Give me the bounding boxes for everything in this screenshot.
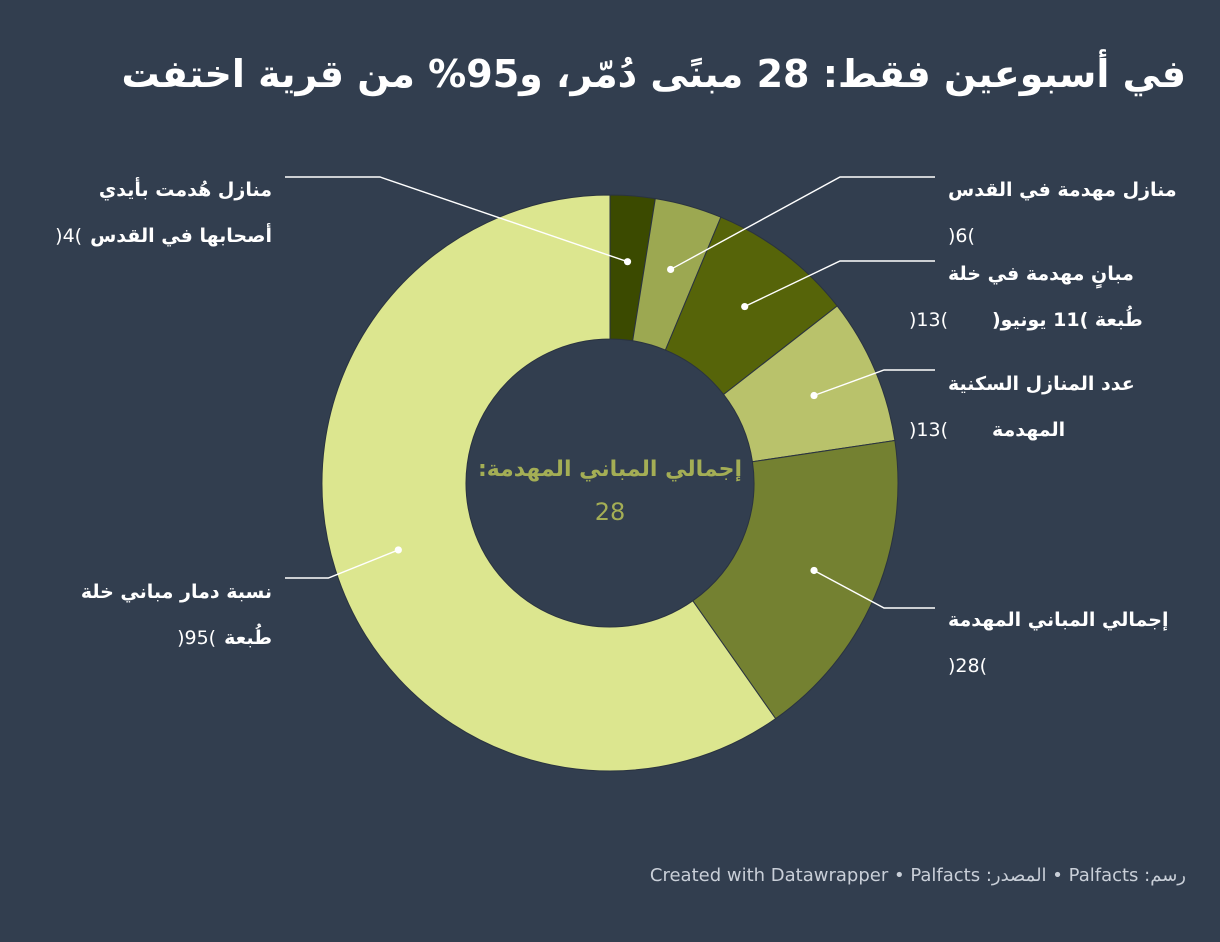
leader-dot-1 <box>623 258 632 266</box>
slice-label-4-line-1: عدد المنازل السكنية <box>948 373 1135 395</box>
slice-label-3-line-2: طُبعة )11 يونيو( <box>992 305 1143 331</box>
donut-slices <box>321 194 899 772</box>
leader-dot-4 <box>810 391 818 400</box>
slice-label-3-line-1: مبانٍ مهدمة في خلة <box>948 263 1134 289</box>
source-label: المصدر: <box>985 865 1047 886</box>
slice-value-1: )4( <box>55 225 82 247</box>
footer-separator-1: • <box>1052 865 1063 886</box>
slice-label-4-line-2: المهدمة <box>992 419 1065 441</box>
slice-value-3: )13( <box>909 309 948 331</box>
slice-value-6: )95( <box>177 627 216 649</box>
created-with: Created with Datawrapper <box>649 865 889 886</box>
center-value: 28 <box>595 498 626 526</box>
center-label: إجمالي المباني المهدمة: <box>478 457 742 482</box>
leader-line-3 <box>744 260 935 308</box>
slice-value-5: )28( <box>948 655 987 677</box>
slice-label-5-line-1: إجمالي المباني المهدمة <box>948 609 1169 631</box>
donut-slice-6 <box>321 194 777 772</box>
slice-value-2: )6( <box>948 225 975 247</box>
leader-dot-5 <box>810 566 818 575</box>
leader-lines <box>285 176 935 609</box>
donut-slice-5 <box>692 439 899 720</box>
leader-line-5 <box>813 569 935 609</box>
slice-label-6-line-2: طُبعة <box>224 623 272 649</box>
credit-label: رسم: <box>1144 865 1186 886</box>
leader-line-2 <box>670 176 935 271</box>
credit-value: Palfacts <box>1068 865 1139 886</box>
leader-dot-6 <box>394 546 402 554</box>
leader-line-1 <box>285 176 628 263</box>
leader-dot-3 <box>741 302 749 311</box>
leader-dot-2 <box>667 265 675 274</box>
footer-separator-2: • <box>893 865 905 886</box>
source-value: Palfacts <box>910 865 981 886</box>
slice-label-1-line-2: أصحابها في القدس <box>90 223 272 247</box>
chart-footer: رسم: Palfacts • المصدر: Created with Dat… <box>650 865 1186 886</box>
leader-line-4 <box>813 369 935 397</box>
slice-labels: منازل هُدمت بأيدي أصحابها في القدس )4( مناز… <box>55 177 1177 677</box>
slice-label-1-line-1: منازل هُدمت بأيدي <box>99 177 272 202</box>
slice-value-4: )13( <box>909 419 948 441</box>
chart-title: في أسبوعين فقط: 28 مبنًى دُمّر، و95% من … <box>121 52 1186 96</box>
slice-label-6-line-1: نسبة دمار مباني خلة <box>81 581 272 603</box>
leader-line-6 <box>285 549 399 579</box>
slice-label-2-line-1: منازل مهدمة في القدس <box>948 179 1177 201</box>
